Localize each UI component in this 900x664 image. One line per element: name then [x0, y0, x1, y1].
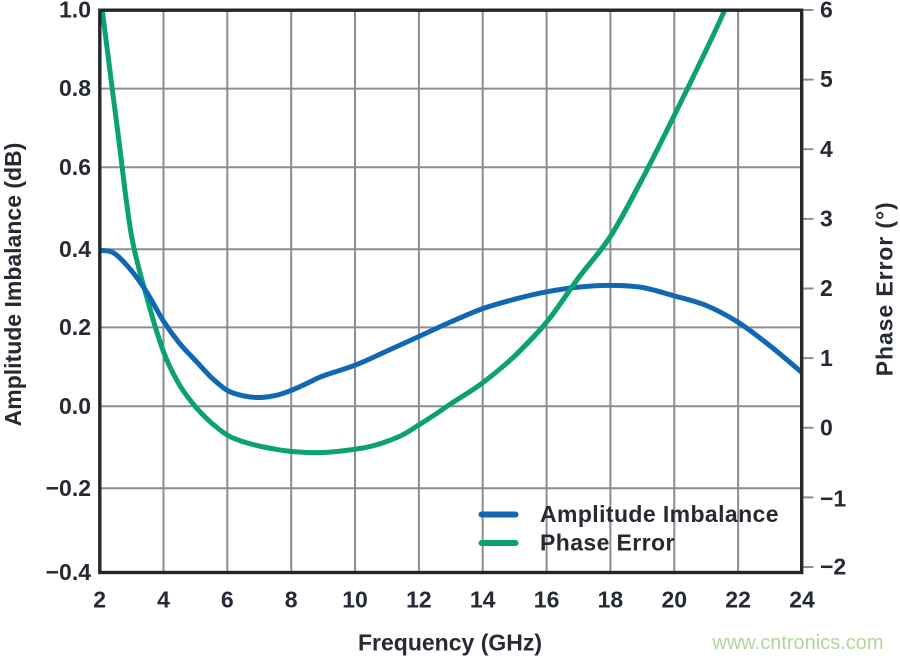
svg-text:0: 0 — [820, 414, 833, 440]
svg-text:8: 8 — [285, 586, 298, 612]
svg-text:10: 10 — [342, 586, 368, 612]
svg-text:6: 6 — [820, 0, 833, 23]
svg-text:−0.4: −0.4 — [46, 559, 92, 585]
svg-text:1.0: 1.0 — [59, 0, 91, 23]
svg-text:16: 16 — [534, 586, 560, 612]
svg-text:1: 1 — [820, 345, 833, 371]
svg-text:5: 5 — [820, 66, 833, 92]
svg-text:12: 12 — [406, 586, 432, 612]
svg-text:−2: −2 — [820, 554, 846, 580]
svg-text:Amplitude Imbalance (dB): Amplitude Imbalance (dB) — [0, 143, 26, 427]
svg-text:0.6: 0.6 — [59, 154, 91, 180]
svg-text:4: 4 — [157, 586, 170, 612]
svg-text:0.2: 0.2 — [59, 314, 91, 340]
svg-text:22: 22 — [725, 586, 751, 612]
svg-text:Phase Error: Phase Error — [540, 530, 675, 556]
svg-text:14: 14 — [470, 586, 496, 612]
svg-text:Frequency (GHz): Frequency (GHz) — [358, 630, 542, 656]
svg-text:0.4: 0.4 — [59, 236, 91, 262]
svg-text:18: 18 — [598, 586, 624, 612]
svg-text:−0.2: −0.2 — [46, 475, 91, 501]
svg-text:20: 20 — [662, 586, 688, 612]
svg-text:0.8: 0.8 — [59, 75, 91, 101]
svg-text:24: 24 — [789, 586, 815, 612]
svg-text:3: 3 — [820, 206, 833, 232]
svg-text:0.0: 0.0 — [59, 393, 91, 419]
svg-text:2: 2 — [93, 586, 106, 612]
svg-text:2: 2 — [820, 275, 833, 301]
svg-text:www.cntronics.com: www.cntronics.com — [711, 632, 883, 654]
svg-text:Amplitude Imbalance: Amplitude Imbalance — [540, 501, 779, 527]
svg-text:4: 4 — [820, 136, 833, 162]
svg-text:6: 6 — [221, 586, 234, 612]
svg-text:−1: −1 — [820, 486, 846, 512]
svg-text:Phase Error (°): Phase Error (°) — [872, 201, 898, 376]
